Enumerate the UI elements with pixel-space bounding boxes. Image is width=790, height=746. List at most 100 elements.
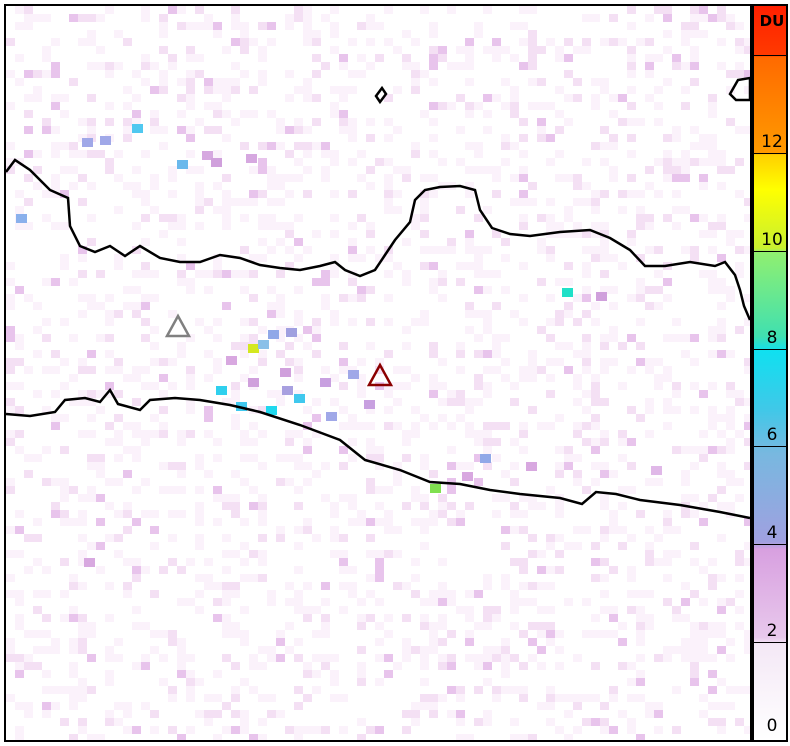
so2-pixel	[555, 46, 564, 54]
so2-pixel	[357, 678, 366, 686]
so2-pixel	[582, 358, 591, 366]
so2-pixel	[105, 318, 114, 326]
so2-pixel	[15, 614, 24, 622]
so2-pixel	[681, 86, 690, 94]
so2-pixel	[717, 326, 726, 334]
so2-pixel	[78, 686, 87, 694]
so2-pixel	[573, 654, 582, 662]
so2-pixel	[546, 422, 555, 430]
so2-pixel	[312, 94, 321, 102]
so2-pixel	[596, 292, 607, 301]
so2-pixel	[735, 622, 744, 630]
so2-pixel	[141, 654, 150, 662]
so2-pixel	[447, 238, 456, 246]
so2-pixel	[456, 694, 465, 702]
so2-pixel	[456, 390, 465, 398]
so2-pixel	[690, 662, 699, 670]
so2-pixel	[645, 406, 654, 414]
so2-pixel	[150, 174, 159, 182]
so2-pixel	[645, 558, 654, 566]
so2-pixel	[555, 318, 564, 326]
so2-pixel	[222, 550, 231, 558]
so2-pixel	[483, 326, 492, 334]
so2-pixel	[636, 206, 645, 214]
so2-pixel	[366, 590, 375, 598]
so2-pixel	[618, 206, 627, 214]
so2-pixel	[150, 646, 159, 654]
so2-pixel	[276, 142, 285, 150]
so2-pixel	[33, 606, 42, 614]
so2-pixel	[294, 598, 303, 606]
so2-pixel	[591, 446, 600, 454]
so2-pixel	[672, 406, 681, 414]
so2-pixel	[384, 406, 393, 414]
so2-pixel	[159, 14, 168, 22]
so2-pixel	[105, 6, 114, 14]
so2-pixel	[105, 166, 114, 174]
so2-pixel	[204, 430, 213, 438]
so2-pixel	[123, 710, 132, 718]
so2-pixel	[150, 382, 159, 390]
so2-pixel	[303, 142, 312, 150]
so2-pixel	[294, 174, 303, 182]
so2-pixel	[294, 126, 303, 134]
so2-pixel	[744, 414, 750, 422]
so2-pixel	[213, 150, 222, 158]
so2-pixel	[280, 368, 291, 377]
so2-pixel	[699, 630, 708, 638]
so2-pixel	[447, 590, 456, 598]
so2-pixel	[672, 334, 681, 342]
so2-pixel	[267, 22, 276, 30]
so2-pixel	[33, 350, 42, 358]
so2-pixel	[177, 646, 186, 654]
so2-pixel	[636, 254, 645, 262]
so2-pixel	[186, 598, 195, 606]
so2-pixel	[78, 646, 87, 654]
so2-pixel	[402, 30, 411, 38]
so2-pixel	[204, 326, 213, 334]
so2-pixel	[141, 510, 150, 518]
so2-pixel	[591, 398, 600, 406]
so2-pixel	[474, 718, 483, 726]
so2-pixel	[429, 510, 438, 518]
so2-pixel	[636, 294, 645, 302]
so2-pixel	[339, 462, 348, 470]
so2-pixel	[519, 214, 528, 222]
so2-pixel	[186, 46, 195, 54]
so2-pixel	[222, 222, 231, 230]
so2-pixel	[132, 302, 141, 310]
so2-pixel	[6, 38, 15, 46]
so2-pixel	[204, 350, 213, 358]
so2-pixel	[78, 254, 87, 262]
so2-pixel	[618, 438, 627, 446]
so2-pixel	[222, 398, 231, 406]
so2-pixel	[393, 86, 402, 94]
so2-pixel	[690, 30, 699, 38]
so2-pixel	[105, 502, 114, 510]
so2-pixel	[96, 270, 105, 278]
so2-pixel	[699, 598, 708, 606]
so2-pixel	[564, 118, 573, 126]
so2-pixel	[483, 646, 492, 654]
so2-pixel	[519, 222, 528, 230]
so2-pixel	[465, 78, 474, 86]
so2-pixel	[690, 62, 699, 70]
so2-pixel	[321, 582, 330, 590]
so2-pixel	[258, 158, 267, 166]
so2-pixel	[285, 22, 294, 30]
so2-pixel	[699, 30, 708, 38]
so2-pixel	[339, 366, 348, 374]
so2-pixel	[627, 134, 636, 142]
so2-pixel	[186, 694, 195, 702]
so2-pixel	[186, 54, 195, 62]
so2-pixel	[735, 478, 744, 486]
so2-pixel	[366, 230, 375, 238]
so2-pixel	[231, 710, 240, 718]
so2-pixel	[348, 38, 357, 46]
so2-pixel	[717, 718, 726, 726]
so2-pixel	[600, 718, 609, 726]
so2-pixel	[591, 142, 600, 150]
so2-pixel	[420, 214, 429, 222]
so2-pixel	[573, 318, 582, 326]
so2-pixel	[204, 710, 213, 718]
